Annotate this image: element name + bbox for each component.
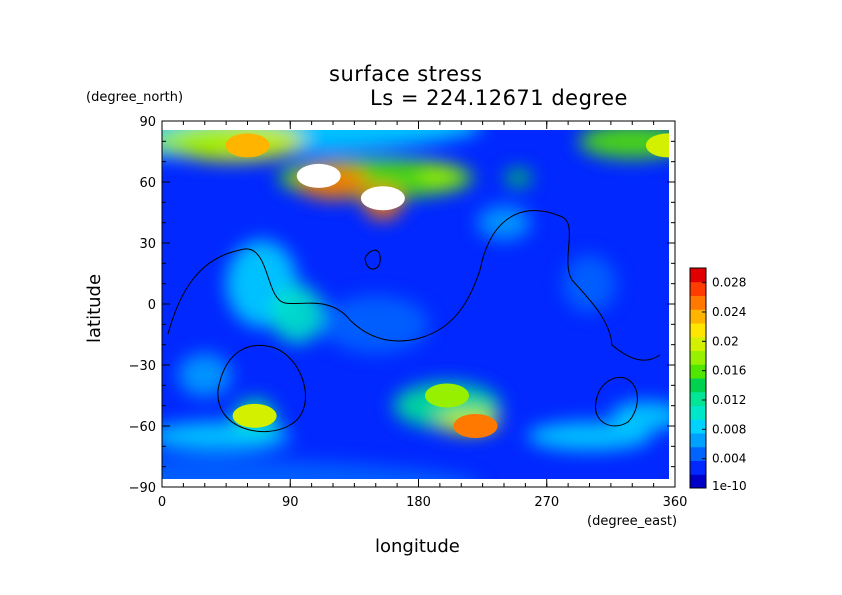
colorbar-label: 0.024 [712, 305, 746, 319]
field-blob [178, 353, 232, 397]
x-axis-label: longitude [375, 536, 460, 557]
hotspot [225, 133, 270, 158]
field-blob [162, 421, 291, 451]
colorbar-label: 0.028 [712, 276, 746, 290]
hotspot [425, 383, 469, 408]
field-blob [322, 295, 430, 354]
x-tick-label: 270 [534, 495, 559, 510]
y-tick-label: 60 [139, 176, 156, 191]
x-tick-label: 90 [282, 495, 299, 510]
y-tick-label: 90 [139, 115, 156, 130]
coastline [364, 249, 381, 270]
colorbar-swatch [690, 433, 706, 448]
hotspot [645, 133, 669, 158]
y-tick-label: 30 [139, 237, 156, 252]
coastline [595, 376, 638, 427]
y-tick-label: −90 [129, 481, 156, 496]
colorbar-swatch [690, 405, 706, 420]
colorbar-swatch [690, 350, 706, 365]
colorbar-swatch [690, 460, 706, 475]
field-blob [504, 169, 532, 187]
colorbar-label: 0.016 [712, 364, 746, 378]
field-blob [162, 130, 236, 153]
hotspot [453, 414, 498, 438]
colorbar-swatch [690, 323, 706, 338]
coastline-contours [167, 210, 661, 433]
field-blob [578, 130, 669, 159]
y-tick-label: −30 [129, 359, 156, 374]
colorbar-swatch [690, 474, 706, 489]
colorbar-swatch [690, 336, 706, 351]
chart-title: surface stress [329, 62, 483, 86]
hotspot [296, 163, 341, 188]
chart-subtitle: Ls = 224.12671 degree [370, 86, 628, 110]
colorbar-label: 0.012 [712, 393, 746, 407]
coastline [217, 344, 306, 433]
hotspot [232, 403, 277, 428]
colorbar-label: 0.008 [712, 422, 746, 436]
x-tick-label: 360 [663, 495, 688, 510]
colorbar-swatch [690, 309, 706, 324]
coastline [167, 210, 661, 361]
colorbar-label: 0.02 [712, 334, 739, 348]
colorbar-label: 1e-10 [712, 479, 747, 493]
colorbar-swatch [690, 419, 706, 434]
colorbar-label: 0.004 [712, 452, 746, 466]
colorbar-swatch [690, 295, 706, 310]
x-tick-label: 0 [158, 495, 166, 510]
field-blob [527, 421, 652, 451]
field-blob [562, 254, 617, 313]
colorbar-swatch [690, 391, 706, 406]
x-tick-label: 180 [406, 495, 431, 510]
hotspot [360, 186, 405, 211]
field-blob [162, 457, 471, 479]
y-tick-label: 0 [148, 298, 156, 313]
y-axis-unit: (degree_north) [86, 90, 184, 105]
field-blob [270, 285, 325, 344]
field-blobs [162, 130, 669, 479]
y-tick-label: −60 [129, 420, 156, 435]
colorbar-swatch [690, 281, 706, 296]
field-blob [477, 205, 531, 241]
x-axis-unit: (degree_east) [587, 514, 678, 529]
heatmap-field [162, 130, 669, 479]
colorbar-swatch [690, 268, 706, 283]
colorbar-swatch [690, 364, 706, 379]
plot-axes: 0 90 180 270 360 90 60 30 0 −30 −60 −90 [129, 115, 688, 510]
colorbar-swatch [690, 446, 706, 461]
colorbar-frame [689, 267, 707, 489]
field-blob [417, 164, 463, 188]
colorbar: 0.028 0.024 0.02 0.016 0.012 0.008 0.004 1e-10 [689, 267, 747, 493]
colorbar-swatch [690, 378, 706, 393]
